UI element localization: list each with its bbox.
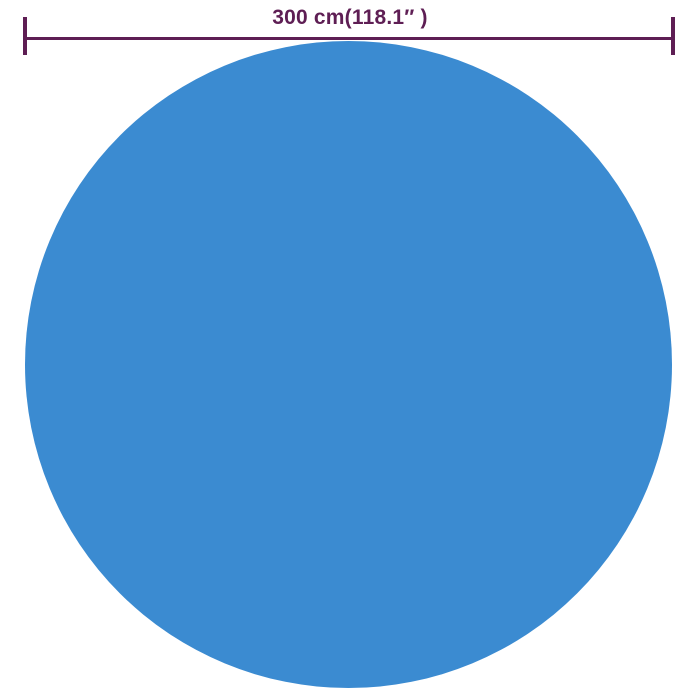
pool-cover-circle [25,41,672,688]
dimension-right-tick [671,17,675,55]
dimension-left-tick [23,17,27,55]
dimension-line [25,37,674,40]
dimension-label: 300 cm(118.1″ ) [272,6,428,29]
